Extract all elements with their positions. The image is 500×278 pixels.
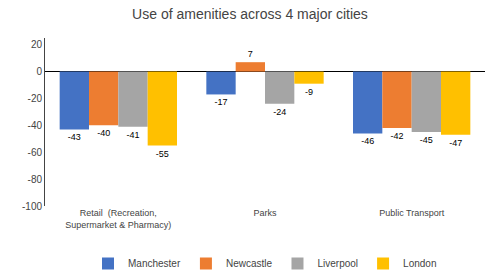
- svg-text:7: 7: [248, 49, 253, 59]
- svg-text:-17: -17: [214, 97, 227, 107]
- svg-text:0: 0: [36, 66, 42, 77]
- svg-text:20: 20: [31, 39, 43, 50]
- svg-text:-80: -80: [28, 174, 43, 185]
- svg-text:Liverpool: Liverpool: [317, 258, 358, 269]
- svg-text:Public Transport: Public Transport: [379, 208, 445, 218]
- svg-text:-40: -40: [28, 120, 43, 131]
- svg-text:Newcastle: Newcastle: [226, 258, 273, 269]
- svg-text:-55: -55: [156, 149, 169, 159]
- svg-text:-100: -100: [22, 201, 42, 212]
- svg-text:Use of amenities across 4 majo: Use of amenities across 4 major cities: [132, 6, 368, 22]
- svg-text:-42: -42: [390, 131, 403, 141]
- svg-text:Parks: Parks: [253, 208, 277, 218]
- svg-text:-43: -43: [68, 132, 81, 142]
- svg-text:London: London: [403, 258, 436, 269]
- svg-text:-47: -47: [449, 138, 462, 148]
- svg-text:-46: -46: [361, 136, 374, 146]
- svg-text:-9: -9: [305, 87, 313, 97]
- svg-text:Retail (Recreation,Supermarke: Retail (Recreation,Supermarket & Pharmac…: [65, 208, 171, 230]
- svg-text:-41: -41: [126, 130, 139, 140]
- svg-text:-20: -20: [28, 93, 43, 104]
- svg-text:-24: -24: [273, 107, 286, 117]
- svg-text:-45: -45: [420, 135, 433, 145]
- svg-text:-60: -60: [28, 147, 43, 158]
- svg-text:Manchester: Manchester: [128, 258, 181, 269]
- svg-text:-40: -40: [97, 128, 110, 138]
